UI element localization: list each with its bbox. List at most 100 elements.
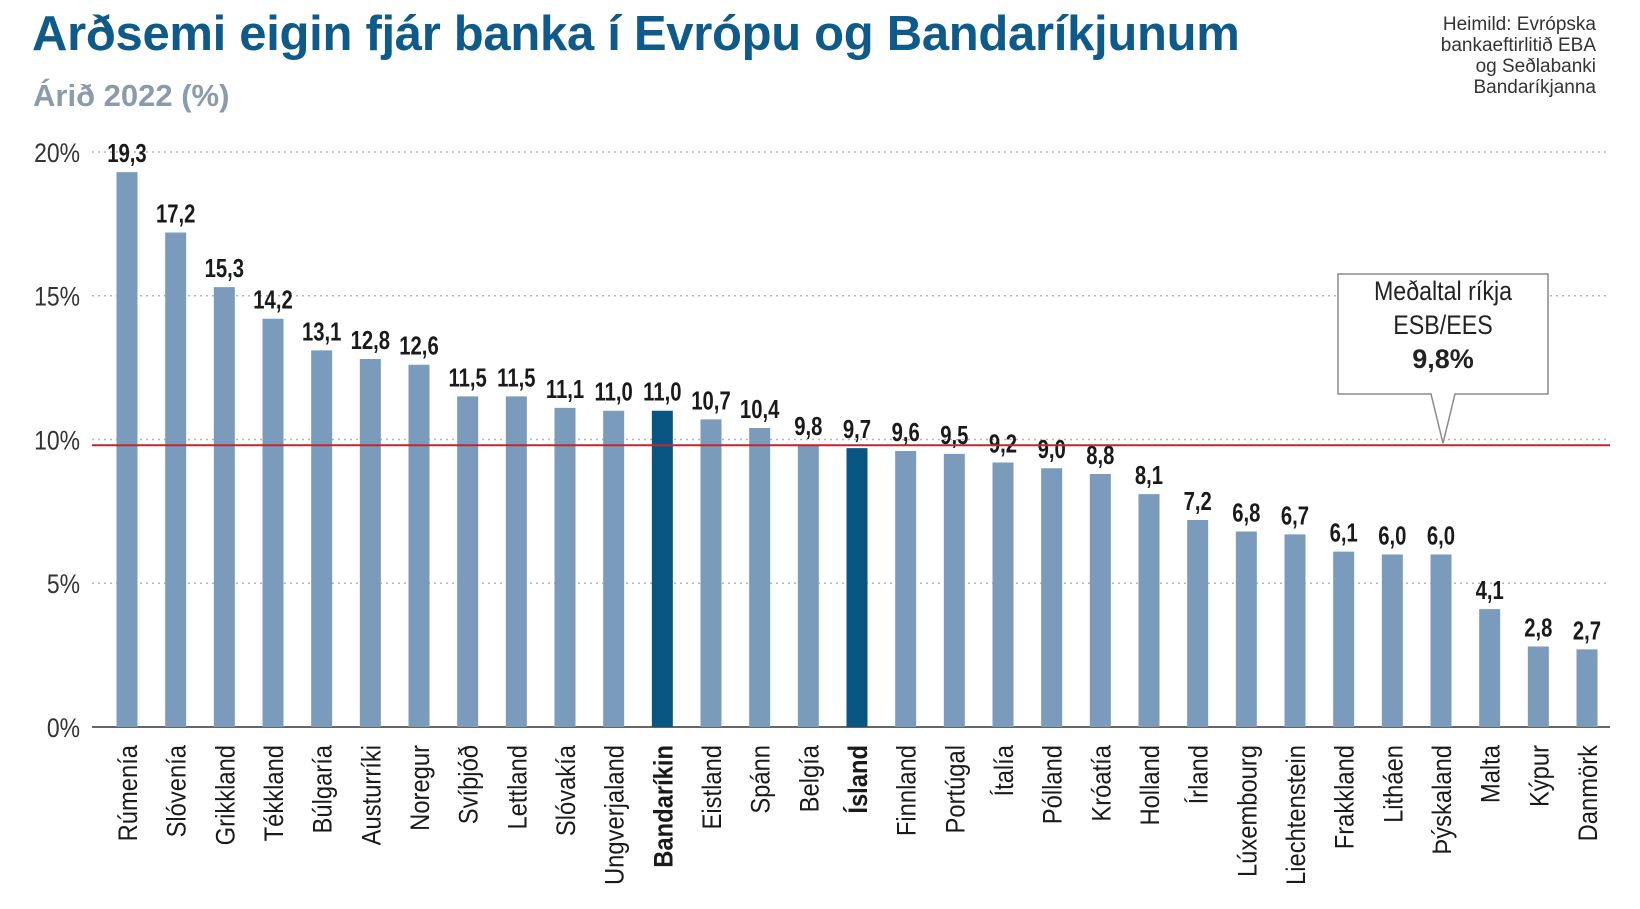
data-label: 2,7 bbox=[1573, 616, 1601, 645]
bar bbox=[1430, 554, 1452, 727]
bar bbox=[359, 359, 381, 727]
bar bbox=[262, 318, 284, 727]
category-label: Liechtenstein bbox=[1282, 745, 1312, 885]
data-label: 2,8 bbox=[1524, 613, 1552, 642]
data-label: 9,7 bbox=[843, 415, 871, 444]
category-label: Noregur bbox=[406, 745, 436, 831]
data-label: 6,8 bbox=[1232, 498, 1260, 527]
category-label: Malta bbox=[1476, 744, 1506, 803]
category-label: Pólland bbox=[1038, 745, 1068, 824]
data-label: 11,0 bbox=[643, 377, 681, 406]
source-line: Heimild: Evrópska bbox=[1442, 14, 1596, 35]
category-label: Frakkland bbox=[1330, 745, 1360, 849]
data-label: 9,2 bbox=[989, 429, 1017, 458]
bar bbox=[1333, 551, 1355, 727]
category-label: Kýpur bbox=[1525, 745, 1555, 808]
data-label: 17,2 bbox=[156, 199, 195, 228]
category-label: Lúxembourg bbox=[1233, 745, 1263, 877]
chart-subtitle: Árið 2022 (%) bbox=[33, 78, 230, 113]
category-label: Ítalía bbox=[989, 744, 1020, 796]
data-label: 12,8 bbox=[351, 326, 390, 355]
data-label: 19,3 bbox=[107, 139, 146, 168]
bar bbox=[408, 364, 430, 727]
annotation-group: ESB/EES bbox=[1393, 310, 1493, 340]
bar bbox=[1235, 531, 1257, 727]
category-label: Rúmenía bbox=[114, 744, 144, 841]
bar bbox=[1381, 554, 1403, 727]
category-label: Slóvakía bbox=[552, 744, 582, 836]
data-label: 6,7 bbox=[1281, 501, 1309, 530]
bar bbox=[457, 396, 479, 727]
data-label: 4,1 bbox=[1476, 576, 1504, 605]
category-label: Króatía bbox=[1087, 744, 1117, 821]
data-label: 10,7 bbox=[691, 386, 730, 415]
data-label: 11,5 bbox=[497, 363, 535, 392]
category-label: Danmörk bbox=[1574, 745, 1604, 842]
category-label: Portúgal bbox=[941, 745, 971, 833]
source-note: Heimild: Evrópska bankaeftirlitið EBA og… bbox=[1336, 14, 1596, 98]
data-label: 15,3 bbox=[205, 254, 244, 283]
data-label: 8,1 bbox=[1135, 461, 1163, 490]
category-label: Finnland bbox=[892, 745, 922, 836]
y-tick-label: 10% bbox=[34, 426, 80, 456]
category-label: Búlgaría bbox=[308, 744, 338, 833]
category-label: Ungverjaland bbox=[600, 745, 630, 885]
data-label: 10,4 bbox=[740, 395, 779, 424]
bar bbox=[165, 232, 187, 727]
category-label: Slóvenía bbox=[162, 744, 192, 837]
bar bbox=[1138, 494, 1160, 727]
category-label: Spánn bbox=[746, 745, 776, 814]
data-label: 9,0 bbox=[1038, 435, 1066, 464]
bar bbox=[749, 428, 771, 727]
data-label: 9,6 bbox=[892, 418, 920, 447]
annotation-callout bbox=[1337, 273, 1549, 444]
category-label: Tékkland bbox=[260, 745, 290, 841]
bar bbox=[1089, 474, 1111, 727]
data-label: 12,6 bbox=[399, 331, 438, 360]
source-line: og Seðlabanki bbox=[1475, 56, 1596, 77]
category-label: Írland bbox=[1183, 745, 1214, 804]
bar bbox=[846, 448, 868, 727]
data-label: 6,1 bbox=[1330, 518, 1358, 547]
bar bbox=[213, 287, 235, 727]
annotation-value: 9,8% bbox=[1412, 344, 1474, 374]
category-label: Svíþjóð bbox=[454, 745, 484, 824]
bar bbox=[311, 350, 333, 727]
bar bbox=[992, 462, 1014, 727]
bar bbox=[651, 410, 673, 727]
bar bbox=[1527, 646, 1549, 727]
category-label: Litháen bbox=[1379, 745, 1409, 823]
data-label: 11,1 bbox=[546, 374, 584, 403]
y-tick-label: 20% bbox=[34, 138, 80, 168]
source-line: Bandaríkjanna bbox=[1473, 77, 1596, 98]
category-label: Grikkland bbox=[211, 745, 241, 845]
category-label: Ísland bbox=[843, 745, 874, 814]
y-tick-label: 0% bbox=[47, 713, 80, 743]
chart-title: Arðsemi eigin fjár banka í Evrópu og Ban… bbox=[32, 7, 1240, 61]
bar bbox=[895, 451, 917, 727]
data-label: 6,0 bbox=[1378, 521, 1406, 550]
bar bbox=[1479, 609, 1501, 727]
bar bbox=[943, 453, 965, 727]
bar bbox=[700, 419, 722, 727]
average-annotation: Meðaltal ríkja ESB/EES 9,8% bbox=[1338, 274, 1548, 394]
category-label: Þýskaland bbox=[1428, 745, 1458, 855]
annotation-label: Meðaltal ríkja bbox=[1373, 276, 1513, 306]
data-label: 7,2 bbox=[1184, 487, 1212, 516]
bar bbox=[797, 445, 819, 727]
data-label: 11,0 bbox=[595, 377, 633, 406]
bar bbox=[505, 396, 527, 727]
category-label: Bandaríkin bbox=[649, 745, 679, 868]
data-label: 11,5 bbox=[449, 363, 487, 392]
bar bbox=[116, 172, 138, 727]
data-label: 6,0 bbox=[1427, 521, 1455, 550]
bar bbox=[1576, 649, 1598, 727]
bar bbox=[1187, 520, 1209, 727]
y-tick-label: 15% bbox=[34, 282, 80, 312]
category-label: Lettland bbox=[503, 745, 533, 830]
bar bbox=[1284, 534, 1306, 727]
data-label: 9,8 bbox=[794, 412, 822, 441]
source-line: bankaeftirlitið EBA bbox=[1440, 35, 1596, 56]
y-tick-label: 5% bbox=[47, 570, 80, 600]
